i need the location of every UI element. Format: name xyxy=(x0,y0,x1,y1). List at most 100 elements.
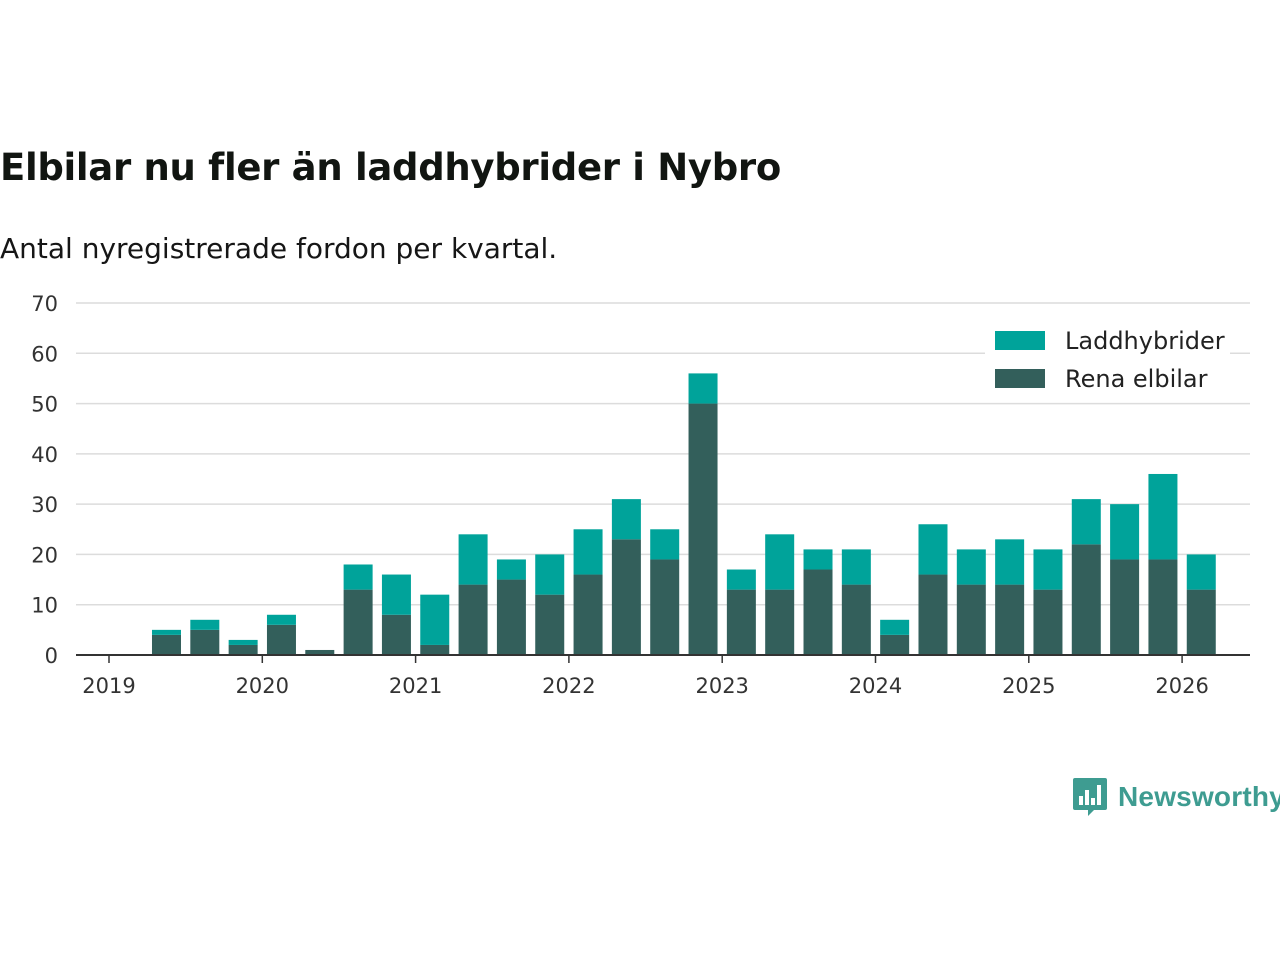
bar-stack xyxy=(1110,504,1140,655)
y-tick-label: 70 xyxy=(31,292,58,316)
bar-rena-elbilar xyxy=(420,644,450,655)
bar-laddhybrider xyxy=(650,529,680,560)
bar-stack xyxy=(228,639,258,655)
bar-laddhybrider xyxy=(956,549,986,585)
bar-stack xyxy=(995,539,1025,655)
bar-rena-elbilar xyxy=(228,644,258,655)
bar-rena-elbilar xyxy=(765,589,795,655)
legend-label: Rena elbilar xyxy=(1065,365,1208,393)
legend-label: Laddhybrider xyxy=(1065,327,1225,355)
bar-rena-elbilar xyxy=(151,634,181,655)
bar-laddhybrider xyxy=(458,534,488,585)
bar-rena-elbilar xyxy=(535,594,565,655)
x-tick-label: 2025 xyxy=(1002,674,1055,698)
bar-laddhybrider xyxy=(1071,499,1101,545)
brand-name: Newsworthy xyxy=(1118,781,1280,812)
bar-rena-elbilar xyxy=(880,634,910,655)
bar-stack xyxy=(305,649,335,655)
bar-stack xyxy=(765,534,795,655)
x-tick-label: 2019 xyxy=(82,674,135,698)
bar-rena-elbilar xyxy=(688,403,718,655)
bar-stack xyxy=(1186,554,1216,655)
bar-laddhybrider xyxy=(573,529,603,575)
bar-stack xyxy=(726,569,756,655)
bar-chart-bubble-icon xyxy=(1073,778,1107,816)
x-tick-label: 2026 xyxy=(1155,674,1208,698)
bar-stack xyxy=(496,559,526,655)
bar-stack xyxy=(190,619,220,655)
newsworthy-logo[interactable]: Newsworthy xyxy=(1072,776,1280,818)
bar-stack xyxy=(650,529,680,655)
x-tick-label: 2023 xyxy=(695,674,748,698)
bar-laddhybrider xyxy=(190,619,220,630)
bar-rena-elbilar xyxy=(458,584,488,655)
bar-rena-elbilar xyxy=(956,584,986,655)
bar-rena-elbilar xyxy=(1110,559,1140,655)
y-tick-label: 10 xyxy=(31,594,58,618)
bar-laddhybrider xyxy=(266,614,296,625)
bar-rena-elbilar xyxy=(1148,559,1178,655)
stacked-bar-chart: 0 10 20 30 40 50 60 70 2019 2020 2021 2022 2023 2024… xyxy=(31,292,1250,698)
bar-rena-elbilar xyxy=(1033,589,1063,655)
bar-rena-elbilar xyxy=(918,574,948,655)
bar-stack xyxy=(151,629,181,655)
x-tick-label: 2020 xyxy=(236,674,289,698)
bar-stack xyxy=(381,574,411,655)
legend-swatch xyxy=(995,331,1045,350)
bar-rena-elbilar xyxy=(305,649,335,655)
bar-laddhybrider xyxy=(841,549,871,585)
chart-subtitle: Antal nyregistrerade fordon per kvartal. xyxy=(0,232,558,265)
bar-stack xyxy=(803,549,833,655)
bar-rena-elbilar xyxy=(841,584,871,655)
bar-stack xyxy=(880,619,910,655)
bar-laddhybrider xyxy=(1110,504,1140,560)
bar-laddhybrider xyxy=(496,559,526,580)
y-tick-label: 30 xyxy=(31,493,58,517)
bar-rena-elbilar xyxy=(381,614,411,655)
bar-stack xyxy=(266,614,296,655)
bar-stack xyxy=(688,373,718,655)
bar-stack xyxy=(1148,473,1178,655)
bar-rena-elbilar xyxy=(496,579,526,655)
bar-laddhybrider xyxy=(1033,549,1063,590)
x-axis: 2019 2020 2021 2022 2023 2024 2025 2026 xyxy=(76,654,1250,698)
y-tick-label: 50 xyxy=(31,393,58,417)
y-tick-label: 20 xyxy=(31,543,58,567)
bar-stack xyxy=(573,529,603,655)
bar-rena-elbilar xyxy=(1186,589,1216,655)
y-tick-label: 0 xyxy=(45,644,58,668)
bar-laddhybrider xyxy=(765,534,795,590)
y-tick-label: 40 xyxy=(31,443,58,467)
bar-laddhybrider xyxy=(726,569,756,590)
bar-laddhybrider xyxy=(420,594,450,645)
bar-stack xyxy=(1071,499,1101,655)
bar-rena-elbilar xyxy=(995,584,1025,655)
bar-rena-elbilar xyxy=(573,574,603,655)
y-tick-label: 60 xyxy=(31,342,58,366)
bar-stack xyxy=(420,594,450,655)
bar-laddhybrider xyxy=(151,629,181,635)
bar-laddhybrider xyxy=(880,619,910,635)
bar-stack xyxy=(611,499,641,655)
bar-rena-elbilar xyxy=(611,539,641,655)
bar-stack xyxy=(535,554,565,655)
bar-laddhybrider xyxy=(381,574,411,615)
bar-laddhybrider xyxy=(918,524,948,575)
y-axis-ticks: 0 10 20 30 40 50 60 70 xyxy=(31,292,58,668)
bar-laddhybrider xyxy=(611,499,641,540)
bar-rena-elbilar xyxy=(726,589,756,655)
chart-title: Elbilar nu fler än laddhybrider i Nybro xyxy=(0,146,781,189)
legend: Laddhybrider Rena elbilar xyxy=(985,320,1230,402)
bar-rena-elbilar xyxy=(650,559,680,655)
x-tick-label: 2021 xyxy=(389,674,442,698)
bar-laddhybrider xyxy=(535,554,565,595)
bar-rena-elbilar xyxy=(1071,544,1101,655)
bar-stack xyxy=(458,534,488,655)
bar-rena-elbilar xyxy=(190,629,220,655)
bar-laddhybrider xyxy=(995,539,1025,585)
bar-stack xyxy=(956,549,986,655)
bars xyxy=(151,373,1216,655)
bar-laddhybrider xyxy=(1186,554,1216,590)
x-tick-label: 2024 xyxy=(849,674,902,698)
bar-laddhybrider xyxy=(343,564,373,590)
